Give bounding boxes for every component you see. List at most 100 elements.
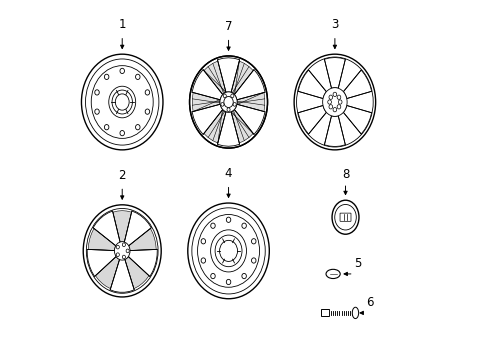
Ellipse shape <box>226 217 230 222</box>
Polygon shape <box>124 257 149 289</box>
Ellipse shape <box>86 208 158 293</box>
Polygon shape <box>87 249 117 276</box>
Polygon shape <box>113 211 131 242</box>
Ellipse shape <box>328 105 332 109</box>
Polygon shape <box>217 112 239 146</box>
Ellipse shape <box>336 95 340 99</box>
Ellipse shape <box>327 100 331 104</box>
Ellipse shape <box>293 54 375 150</box>
Ellipse shape <box>116 253 119 257</box>
Polygon shape <box>343 105 371 134</box>
Ellipse shape <box>215 235 242 267</box>
Ellipse shape <box>336 105 340 109</box>
Ellipse shape <box>120 68 124 73</box>
Ellipse shape <box>332 92 336 96</box>
Polygon shape <box>88 229 116 251</box>
Ellipse shape <box>224 96 233 108</box>
Text: 2: 2 <box>118 169 126 182</box>
Ellipse shape <box>145 90 149 95</box>
Polygon shape <box>231 61 253 94</box>
Ellipse shape <box>328 95 332 99</box>
Text: 5: 5 <box>354 257 361 270</box>
Polygon shape <box>203 110 225 143</box>
Polygon shape <box>110 259 134 292</box>
Ellipse shape <box>104 74 109 80</box>
Polygon shape <box>217 58 239 92</box>
Ellipse shape <box>325 269 340 279</box>
Text: 6: 6 <box>366 296 373 309</box>
Ellipse shape <box>210 230 246 272</box>
Text: 4: 4 <box>224 167 232 180</box>
Text: 8: 8 <box>341 168 348 181</box>
Ellipse shape <box>126 249 129 253</box>
Polygon shape <box>234 69 264 100</box>
Ellipse shape <box>201 239 205 244</box>
Ellipse shape <box>95 109 99 114</box>
Ellipse shape <box>91 66 153 138</box>
Text: 7: 7 <box>224 20 232 33</box>
Ellipse shape <box>219 240 237 261</box>
Polygon shape <box>298 70 325 99</box>
Ellipse shape <box>83 205 161 297</box>
Ellipse shape <box>122 243 125 247</box>
Ellipse shape <box>251 258 255 263</box>
Ellipse shape <box>115 94 129 110</box>
Polygon shape <box>93 211 120 246</box>
Ellipse shape <box>230 94 233 98</box>
Ellipse shape <box>187 203 269 299</box>
Ellipse shape <box>334 204 356 230</box>
Ellipse shape <box>122 255 125 259</box>
Ellipse shape <box>104 125 109 130</box>
Ellipse shape <box>201 258 205 263</box>
Text: 1: 1 <box>118 18 126 31</box>
Ellipse shape <box>226 108 230 112</box>
Bar <box>320 309 328 316</box>
Polygon shape <box>192 104 222 135</box>
Ellipse shape <box>112 90 132 114</box>
Ellipse shape <box>114 242 130 260</box>
Ellipse shape <box>332 108 336 112</box>
Text: 3: 3 <box>330 18 338 31</box>
Polygon shape <box>298 105 325 134</box>
Polygon shape <box>231 110 253 143</box>
Ellipse shape <box>233 103 236 106</box>
Ellipse shape <box>197 215 259 287</box>
Ellipse shape <box>210 223 215 228</box>
Polygon shape <box>192 69 222 100</box>
Ellipse shape <box>242 223 246 228</box>
Ellipse shape <box>251 239 255 244</box>
Polygon shape <box>324 116 345 147</box>
Ellipse shape <box>242 273 246 279</box>
Ellipse shape <box>210 273 215 279</box>
Ellipse shape <box>351 307 358 319</box>
Polygon shape <box>203 61 225 94</box>
Ellipse shape <box>116 245 119 249</box>
Polygon shape <box>128 229 156 251</box>
Ellipse shape <box>145 109 149 114</box>
Polygon shape <box>234 104 264 135</box>
Polygon shape <box>324 58 345 88</box>
Ellipse shape <box>85 59 159 145</box>
Ellipse shape <box>135 125 140 130</box>
Ellipse shape <box>338 100 341 104</box>
Ellipse shape <box>120 130 124 136</box>
Polygon shape <box>95 257 120 289</box>
Ellipse shape <box>223 94 226 98</box>
Ellipse shape <box>108 86 135 118</box>
Ellipse shape <box>220 92 237 112</box>
Polygon shape <box>343 70 371 99</box>
Polygon shape <box>192 93 219 112</box>
Ellipse shape <box>189 56 267 148</box>
Ellipse shape <box>221 103 224 106</box>
Polygon shape <box>237 93 264 112</box>
Ellipse shape <box>331 200 358 234</box>
Polygon shape <box>124 211 151 246</box>
Ellipse shape <box>81 54 163 150</box>
Ellipse shape <box>226 279 230 285</box>
FancyBboxPatch shape <box>339 213 350 221</box>
Polygon shape <box>127 249 157 276</box>
Ellipse shape <box>135 74 140 80</box>
Ellipse shape <box>191 208 264 294</box>
Ellipse shape <box>322 88 346 116</box>
Ellipse shape <box>296 57 372 147</box>
